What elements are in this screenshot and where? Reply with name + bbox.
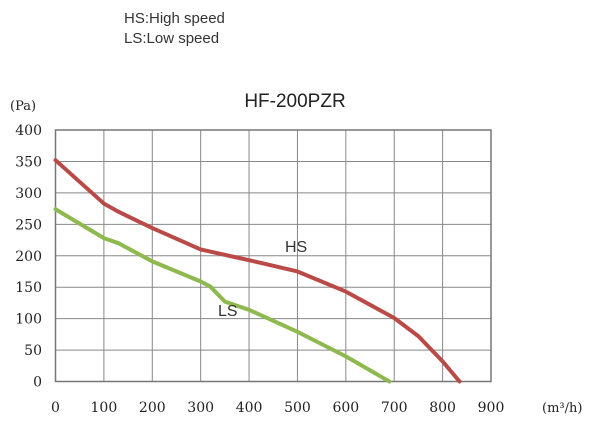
- y-tick-label: 300: [15, 186, 42, 202]
- chart-title: HF-200PZR: [244, 91, 345, 112]
- y-tick-label: 50: [24, 343, 42, 359]
- plot-frame: [54, 129, 492, 383]
- y-tick-label: 150: [15, 280, 42, 296]
- legend-note-ls: LS:Low speed: [124, 30, 220, 47]
- x-axis-label: (m³/h): [542, 401, 582, 416]
- x-tick-label: 600: [332, 400, 359, 416]
- y-tick-label: 250: [15, 217, 42, 233]
- series-label-ls: LS: [218, 303, 238, 320]
- x-tick-label: 100: [91, 400, 118, 416]
- legend-note-hs: HS:High speed: [124, 10, 225, 27]
- x-tick-label: 800: [429, 400, 456, 416]
- series-line-ls: [53, 207, 392, 384]
- series-line-hs: [53, 158, 462, 384]
- x-tick-label: 500: [284, 400, 311, 416]
- y-tick-label: 200: [15, 249, 42, 265]
- y-tick-label: 400: [15, 123, 42, 139]
- x-tick-label: 700: [381, 400, 408, 416]
- y-tick-label: 350: [15, 154, 42, 170]
- x-tick-label: 200: [139, 400, 166, 416]
- x-tick-label: 900: [478, 400, 505, 416]
- y-tick-label: 100: [15, 312, 42, 328]
- x-tick-label: 0: [51, 400, 60, 416]
- y-tick-label: 0: [33, 375, 42, 391]
- series-label-hs: HS: [285, 239, 307, 256]
- x-tick-label: 400: [236, 400, 263, 416]
- y-axis-label: (Pa): [10, 99, 36, 114]
- x-tick-label: 300: [187, 400, 214, 416]
